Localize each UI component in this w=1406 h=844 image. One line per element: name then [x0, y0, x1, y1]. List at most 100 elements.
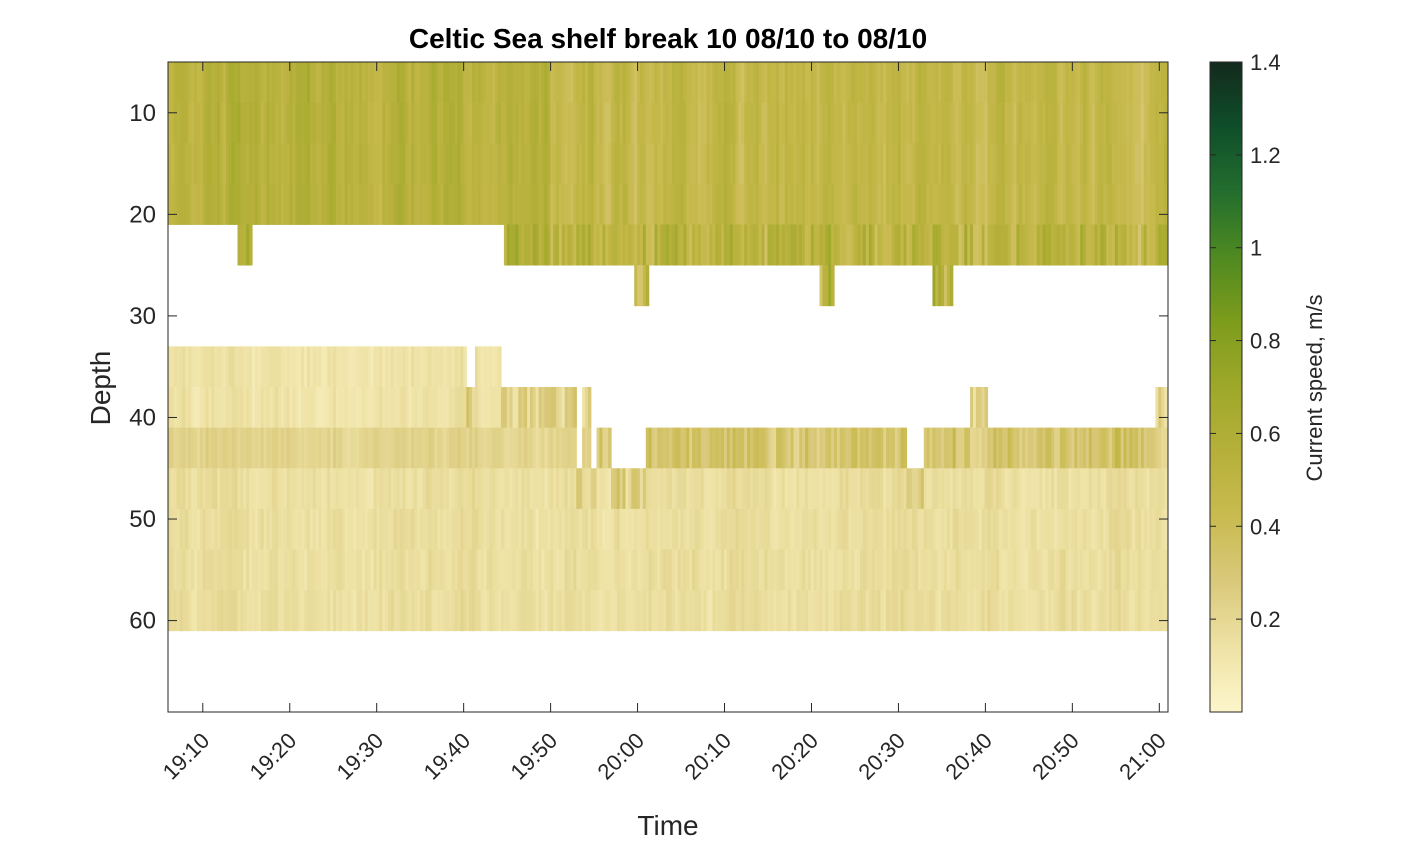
heatmap-cell — [321, 590, 325, 632]
heatmap-cell — [220, 549, 224, 591]
heatmap-cell — [286, 508, 291, 550]
heatmap-cell — [515, 508, 519, 550]
heatmap-cell — [1030, 183, 1035, 225]
heatmap-cell — [781, 549, 786, 591]
heatmap-cell — [955, 427, 960, 469]
heatmap-cell — [460, 62, 464, 104]
heatmap-cell — [955, 183, 960, 225]
heatmap-cell — [344, 427, 349, 469]
heatmap-cell — [330, 508, 334, 550]
heatmap-cell — [1155, 62, 1159, 104]
heatmap-cell — [344, 102, 349, 144]
heatmap-cell — [240, 508, 244, 550]
heatmap-cell — [967, 102, 971, 144]
heatmap-cell — [306, 346, 311, 388]
heatmap-cell — [935, 265, 939, 307]
heatmap-cell — [431, 143, 435, 185]
heatmap-cell — [776, 62, 780, 104]
heatmap-cell — [1120, 549, 1125, 591]
heatmap-cell — [981, 590, 986, 632]
heatmap-cell — [1022, 508, 1026, 550]
heatmap-cell — [295, 346, 299, 388]
heatmap-cell — [376, 387, 380, 429]
heatmap-cell — [298, 143, 302, 185]
heatmap-cell — [834, 508, 838, 550]
heatmap-cell — [793, 224, 797, 266]
heatmap-cell — [1158, 224, 1162, 266]
heatmap-cell — [205, 508, 210, 550]
heatmap-cell — [993, 508, 997, 550]
heatmap-cell — [1132, 102, 1136, 144]
heatmap-cell — [726, 508, 731, 550]
heatmap-cell — [857, 183, 861, 225]
heatmap-cell — [929, 549, 934, 591]
heatmap-cell — [932, 62, 936, 104]
heatmap-cell — [1085, 143, 1090, 185]
heatmap-cell — [1164, 143, 1168, 185]
heatmap-cell — [1123, 143, 1128, 185]
heatmap-cell — [663, 183, 667, 225]
heatmap-cell — [359, 508, 363, 550]
heatmap-cell — [1114, 427, 1119, 469]
heatmap-cell — [228, 468, 233, 510]
heatmap-cell — [538, 427, 543, 469]
heatmap-cell — [1138, 183, 1142, 225]
heatmap-cell — [1091, 62, 1096, 104]
heatmap-cell — [263, 590, 268, 632]
heatmap-cell — [631, 62, 635, 104]
heatmap-cell — [532, 387, 537, 429]
heatmap-cell — [813, 427, 818, 469]
heatmap-cell — [202, 590, 207, 632]
heatmap-cell — [816, 468, 821, 510]
heatmap-cell — [1140, 102, 1145, 144]
heatmap-cell — [651, 468, 656, 510]
heatmap-cell — [304, 62, 308, 104]
heatmap-cell — [1103, 62, 1107, 104]
heatmap-cell — [677, 62, 682, 104]
heatmap-cell — [1138, 224, 1142, 266]
heatmap-cell — [723, 143, 728, 185]
heatmap-cell — [1056, 62, 1061, 104]
heatmap-cell — [1114, 224, 1119, 266]
heatmap-cell — [1077, 549, 1081, 591]
heatmap-cell — [706, 224, 711, 266]
heatmap-cell — [1039, 224, 1044, 266]
heatmap-cell — [1155, 224, 1159, 266]
heatmap-cell — [278, 427, 282, 469]
heatmap-cell — [773, 183, 777, 225]
heatmap-cell — [770, 143, 774, 185]
heatmap-cell — [550, 387, 554, 429]
heatmap-cell — [964, 427, 968, 469]
heatmap-cell — [440, 346, 444, 388]
heatmap-cell — [1019, 590, 1023, 632]
heatmap-cell — [246, 468, 250, 510]
heatmap-cell — [721, 224, 725, 266]
heatmap-cell — [755, 590, 760, 632]
heatmap-cell — [648, 508, 653, 550]
heatmap-cell — [932, 265, 936, 307]
heatmap-cell — [987, 590, 991, 632]
heatmap-cell — [364, 62, 369, 104]
heatmap-cell — [225, 143, 230, 185]
heatmap-cell — [912, 508, 916, 550]
heatmap-cell — [1062, 62, 1067, 104]
heatmap-cell — [729, 590, 734, 632]
heatmap-cell — [556, 508, 560, 550]
heatmap-cell — [839, 590, 844, 632]
heatmap-cell — [512, 224, 517, 266]
heatmap-cell — [923, 143, 928, 185]
heatmap-cell — [611, 224, 615, 266]
heatmap-cell — [524, 468, 528, 510]
heatmap-cell — [828, 224, 832, 266]
heatmap-cell — [955, 224, 960, 266]
heatmap-cell — [862, 427, 867, 469]
heatmap-cell — [723, 62, 728, 104]
heatmap-cell — [836, 468, 841, 510]
heatmap-cell — [321, 549, 325, 591]
heatmap-cell — [721, 508, 725, 550]
heatmap-cell — [1054, 508, 1058, 550]
heatmap-cell — [532, 183, 537, 225]
heatmap-cell — [538, 549, 543, 591]
heatmap-cell — [944, 183, 948, 225]
heatmap-cell — [880, 590, 884, 632]
